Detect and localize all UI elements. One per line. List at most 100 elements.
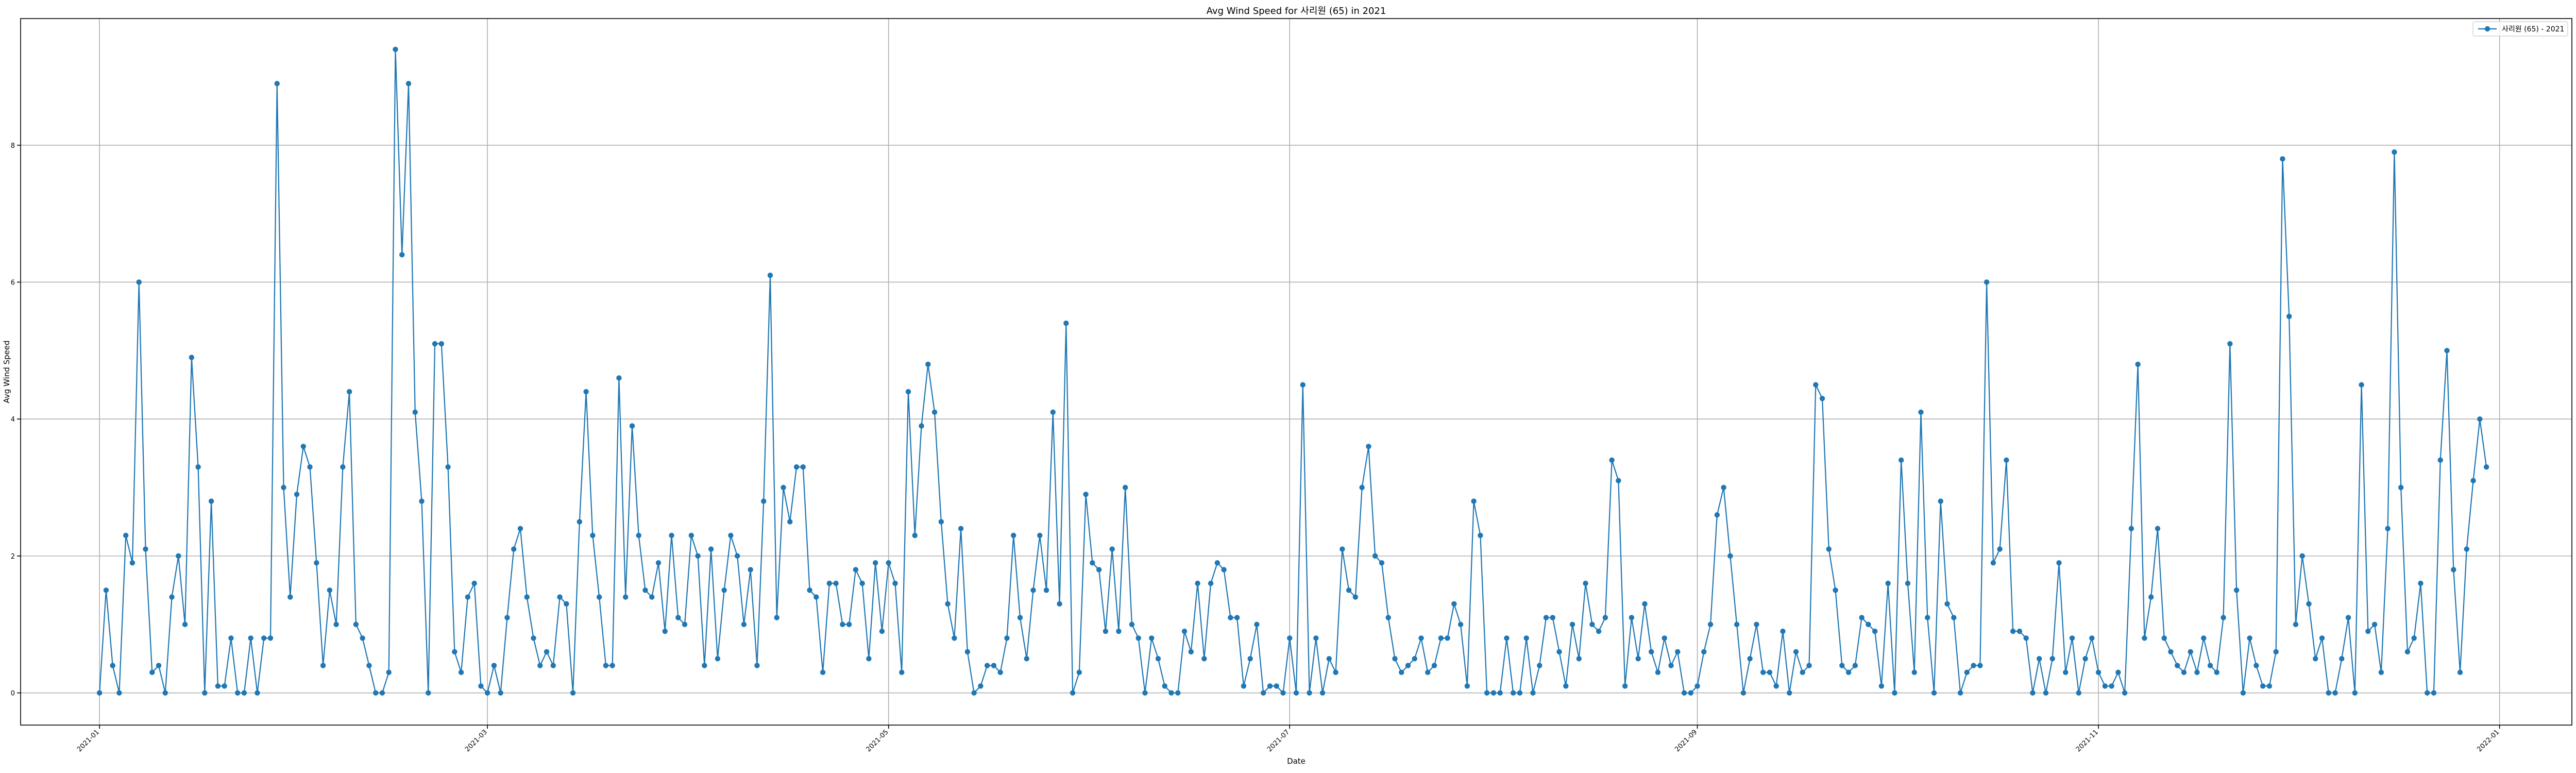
- data-point: [1707, 621, 1714, 627]
- data-point: [1418, 635, 1424, 641]
- data-point: [531, 635, 536, 641]
- data-point: [1280, 690, 1286, 696]
- x-tick-label: 2022-01: [2476, 728, 2501, 753]
- data-point: [1892, 690, 1897, 696]
- data-point: [682, 621, 688, 627]
- data-point: [484, 690, 490, 696]
- data-point: [1583, 580, 1588, 586]
- data-point: [807, 587, 812, 593]
- data-point: [2069, 635, 2075, 641]
- data-point: [320, 663, 326, 668]
- data-point: [1971, 663, 1976, 668]
- data-point: [622, 594, 629, 600]
- data-point: [1629, 615, 1635, 620]
- data-point: [1267, 683, 1273, 689]
- data-point: [1188, 649, 1194, 655]
- data-point: [879, 628, 885, 634]
- data-point: [2260, 683, 2266, 689]
- data-point: [1898, 457, 1904, 463]
- data-point: [971, 690, 977, 696]
- data-point: [1668, 663, 1674, 668]
- data-point: [1773, 683, 1779, 689]
- data-point: [2306, 601, 2312, 607]
- data-point: [379, 690, 385, 696]
- data-point: [1649, 649, 1654, 655]
- data-point: [1806, 663, 1812, 668]
- data-point: [931, 409, 938, 415]
- legend: 사리원 (65) - 2021: [2472, 21, 2568, 37]
- data-point: [853, 567, 859, 573]
- data-point: [445, 464, 451, 470]
- data-point: [2207, 663, 2213, 668]
- data-point: [1694, 683, 1700, 689]
- data-point: [2326, 690, 2331, 696]
- data-point: [2194, 669, 2200, 675]
- data-point: [1951, 615, 1957, 620]
- data-point: [2437, 457, 2443, 463]
- data-point: [564, 601, 569, 607]
- data-point: [202, 690, 208, 696]
- data-point: [1957, 690, 1963, 696]
- data-point: [255, 690, 260, 696]
- data-point: [2221, 615, 2226, 620]
- data-point: [1964, 669, 1970, 675]
- data-point: [2109, 683, 2114, 689]
- data-point: [1352, 594, 1359, 600]
- data-point: [1530, 690, 1536, 696]
- data-point: [557, 594, 563, 600]
- data-point: [2293, 621, 2299, 627]
- data-point: [1116, 628, 1122, 634]
- data-point: [2181, 669, 2187, 675]
- data-point: [1471, 498, 1477, 504]
- data-point: [1287, 635, 1293, 641]
- data-point: [2128, 526, 2134, 531]
- data-point: [1195, 580, 1200, 586]
- data-point: [925, 361, 931, 367]
- data-point: [1168, 690, 1174, 696]
- data-point: [2016, 628, 2023, 634]
- data-point: [412, 409, 418, 415]
- data-point: [2188, 649, 2193, 655]
- data-point: [919, 423, 924, 429]
- data-point: [438, 341, 445, 347]
- data-point: [2155, 526, 2161, 531]
- data-point: [984, 663, 990, 668]
- data-point: [1852, 663, 1858, 668]
- data-point: [1642, 601, 1648, 607]
- data-point: [688, 532, 694, 539]
- x-tick-label: 2021-09: [1673, 728, 1699, 753]
- data-point: [708, 546, 714, 552]
- data-point: [162, 690, 168, 696]
- y-tick-label: 4: [11, 416, 15, 424]
- data-point: [491, 663, 497, 668]
- data-point: [1872, 628, 1878, 634]
- data-point: [1004, 635, 1010, 641]
- data-point: [2411, 635, 2417, 641]
- data-point: [1057, 601, 1062, 607]
- data-point: [1990, 560, 1996, 566]
- data-point: [1576, 656, 1582, 662]
- data-point: [655, 560, 662, 566]
- data-point: [958, 526, 964, 531]
- data-point: [675, 615, 681, 620]
- data-point: [1681, 690, 1687, 696]
- data-point: [728, 532, 734, 539]
- data-point: [2076, 690, 2081, 696]
- data-point: [1392, 656, 1398, 662]
- data-point: [327, 587, 333, 593]
- data-point: [537, 663, 543, 668]
- data-point: [353, 621, 359, 627]
- data-point: [1905, 580, 1911, 586]
- x-tick-label: 2021-03: [464, 728, 489, 753]
- data-point: [754, 663, 760, 668]
- data-point: [1616, 478, 1621, 483]
- data-point: [1083, 492, 1089, 497]
- data-point: [2135, 361, 2141, 367]
- data-point: [938, 519, 944, 525]
- data-point: [793, 464, 800, 470]
- data-point: [1609, 457, 1615, 463]
- x-tick-label: 2021-01: [76, 728, 101, 753]
- data-point: [2063, 669, 2069, 675]
- data-point: [570, 690, 576, 696]
